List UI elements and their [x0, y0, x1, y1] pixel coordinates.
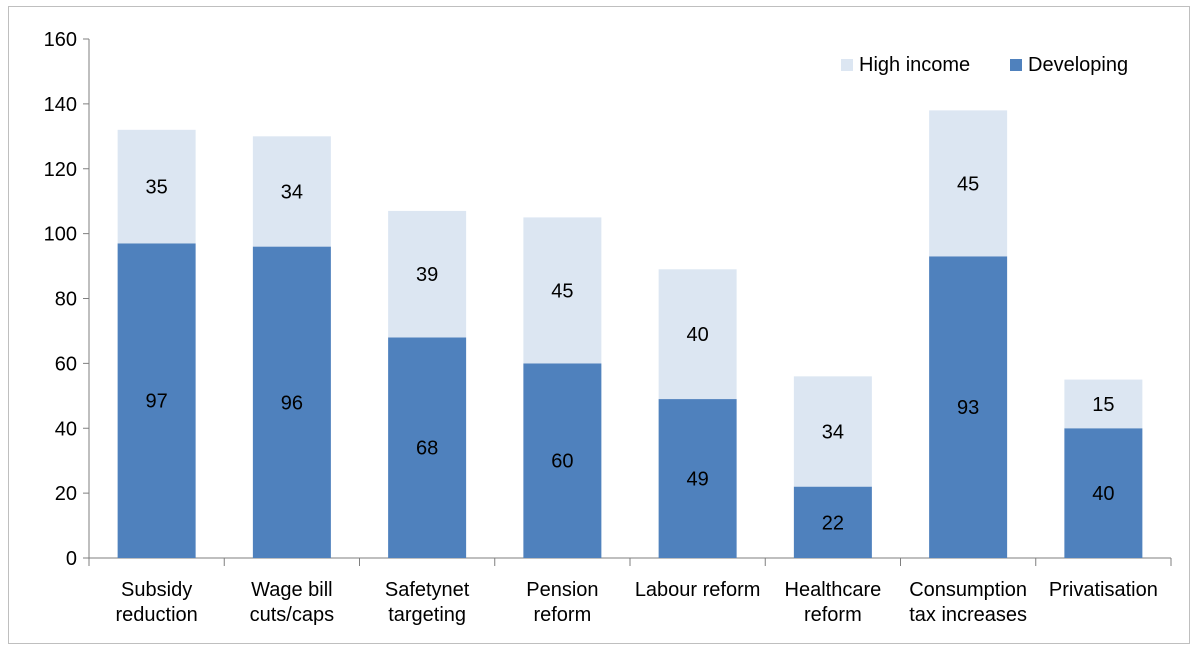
- data-label-high-income: 34: [822, 421, 844, 443]
- x-category-label: Wage bill cuts/caps: [250, 579, 334, 626]
- bar-high-income: [658, 269, 737, 400]
- data-label-developing: 93: [957, 397, 979, 419]
- y-tick-label: 100: [44, 224, 77, 246]
- data-label-developing: 96: [281, 392, 303, 414]
- data-label-high-income: 15: [1092, 394, 1114, 416]
- chart-frame: 0 20 40 60 80 100 120 140 160 97 35 96 34 68 39 60 45 49…: [8, 6, 1190, 644]
- data-label-developing: 49: [687, 469, 709, 491]
- legend: High income Developing: [841, 54, 1128, 76]
- data-label-high-income: 45: [957, 173, 979, 195]
- data-label-developing: 60: [551, 451, 573, 473]
- stacked-bar-chart: 0 20 40 60 80 100 120 140 160 97 35 96 34 68 39 60 45 49…: [44, 29, 1172, 626]
- bar-developing: [658, 399, 737, 558]
- x-category-label: Safetynet targeting: [385, 579, 470, 626]
- bar-high-income: [117, 129, 196, 244]
- data-label-high-income: 34: [281, 181, 303, 203]
- bar-developing: [929, 256, 1008, 558]
- axes: 0 20 40 60 80 100 120 140 160: [44, 29, 1172, 570]
- y-tick-label: 60: [55, 353, 77, 375]
- data-label-developing: 68: [416, 438, 438, 460]
- x-category-label: Subsidy reduction: [115, 579, 197, 626]
- data-label-high-income: 35: [146, 177, 168, 199]
- bar-developing: [252, 246, 331, 558]
- legend-label-high-income: High income: [859, 54, 970, 76]
- bar-high-income: [388, 210, 467, 338]
- bar-developing: [523, 363, 602, 558]
- legend-label-developing: Developing: [1028, 54, 1128, 76]
- bar-high-income: [929, 110, 1008, 257]
- bar-developing: [793, 486, 872, 558]
- bar-developing: [388, 337, 467, 558]
- legend-swatch-high-income: [841, 59, 853, 71]
- bar-high-income: [523, 217, 602, 364]
- x-category-label: Labour reform: [635, 579, 761, 601]
- category-labels: Subsidy reduction Wage bill cuts/caps Safety…: [115, 579, 1157, 626]
- y-tick-label: 0: [66, 548, 77, 570]
- y-tick-label: 160: [44, 29, 77, 51]
- data-label-developing: 22: [822, 512, 844, 534]
- bar-high-income: [1064, 379, 1143, 429]
- bar-developing: [1064, 428, 1143, 558]
- data-label-developing: 97: [146, 391, 168, 413]
- y-tick-label: 120: [44, 159, 77, 181]
- data-label-high-income: 45: [551, 280, 573, 302]
- x-category-label: Consumption tax increases: [909, 579, 1027, 626]
- x-category-label: Pension reform: [526, 579, 598, 626]
- data-label-high-income: 40: [687, 324, 709, 346]
- x-category-label: Privatisation: [1049, 579, 1158, 601]
- legend-swatch-developing: [1010, 59, 1022, 71]
- data-label-developing: 40: [1092, 483, 1114, 505]
- data-labels: 97 35 96 34 68 39 60 45 49 40 22 34 93 45 40 15: [146, 173, 1115, 534]
- y-tick-label: 140: [44, 94, 77, 116]
- bar-high-income: [793, 376, 872, 487]
- y-tick-label: 20: [55, 483, 77, 505]
- bars: [117, 110, 1143, 558]
- data-label-high-income: 39: [416, 264, 438, 286]
- bar-high-income: [252, 136, 331, 247]
- bar-developing: [117, 243, 196, 558]
- y-tick-label: 80: [55, 289, 77, 311]
- x-category-label: Healthcare reform: [785, 579, 882, 626]
- y-tick-label: 40: [55, 418, 77, 440]
